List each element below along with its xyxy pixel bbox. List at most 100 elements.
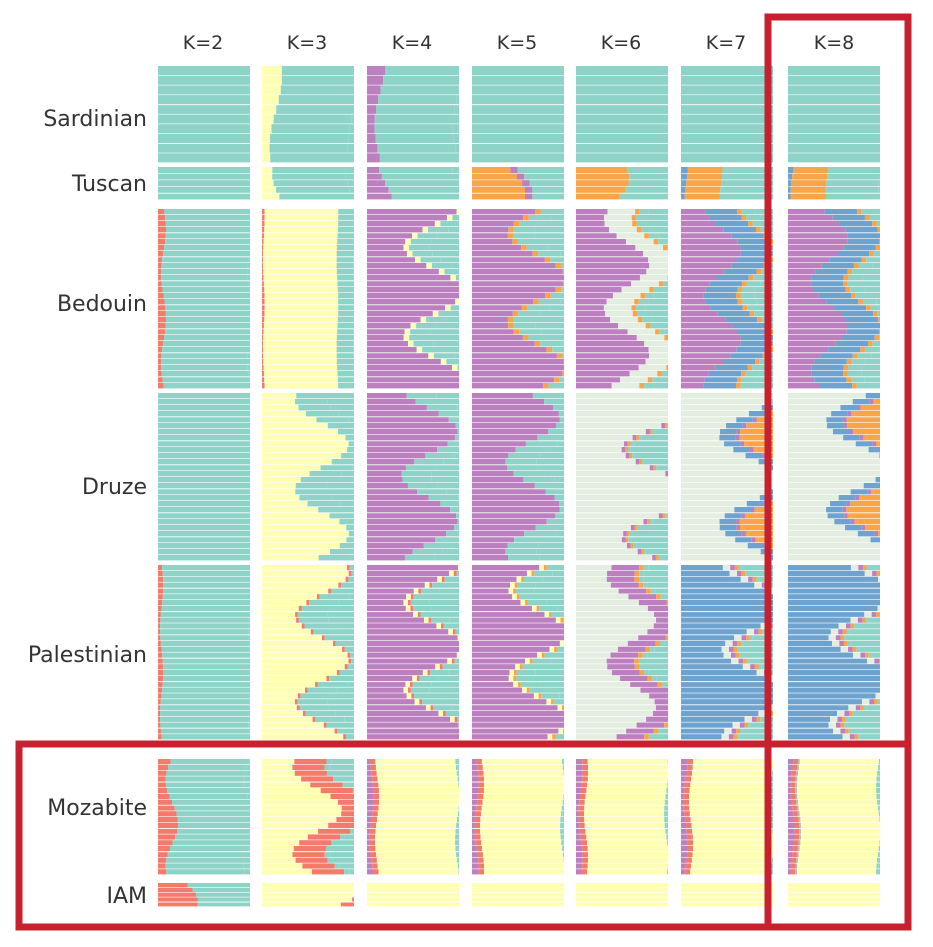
ancestry-segment-orange [531,570,535,577]
ancestry-segment-teal [854,623,858,629]
ancestry-segment-teal [527,305,550,311]
ancestry-segment-teal [378,95,457,105]
ancestry-segment-teal [245,788,250,794]
ancestry-segment-orange [846,417,850,423]
ancestry-segment-teal [297,699,328,705]
ancestry-segment-yellow [689,799,770,805]
ancestry-segment-purple [367,347,417,353]
ancestry-segment-pale [788,411,832,417]
ancestry-segment-orange [873,489,880,495]
ancestry-segment-salmon [581,840,588,846]
ancestry-segment-yellow [520,600,526,606]
ancestry-segment-salmon [158,359,162,365]
ancestry-segment-orange [770,543,773,549]
ancestry-segment-yellow [423,617,429,623]
ancestry-segment-teal [631,537,668,543]
ancestry-segment-teal [299,705,329,711]
ancestry-segment-teal [455,764,458,770]
ancestry-segment-teal [455,840,457,846]
ancestry-segment-purple [751,716,757,722]
ancestry-segment-purple [730,565,735,571]
ancestry-segment-salmon [158,892,197,897]
ancestry-segment-yellow [681,887,773,892]
ancestry-segment-teal [516,670,536,676]
ancestry-segment-salmon [582,764,589,770]
ancestry-segment-teal [333,776,338,782]
ancestry-segment-salmon [408,687,411,693]
ancestry-segment-blue [840,405,858,411]
ancestry-segment-teal [158,435,250,441]
ancestry-segment-teal [176,811,250,817]
ancestry-segment-purple [367,447,438,453]
ancestry-segment-pale [788,537,871,543]
ancestry-segment-teal [861,365,880,371]
ancestry-segment-salmon [158,605,162,612]
ancestry-segment-teal [296,393,329,399]
ancestry-segment-purple [472,441,526,447]
ancestry-segment-purple [472,245,522,251]
ancestry-segment-pale [631,281,659,287]
ancestry-segment-orange [845,728,849,734]
ancestry-segment-salmon [790,776,796,782]
ancestry-segment-teal [338,209,354,215]
ancestry-segment-teal [472,124,564,134]
ancestry-segment-teal [646,311,668,317]
ancestry-segment-orange [875,399,880,405]
ancestry-segment-salmon [307,834,341,840]
ancestry-segment-teal [244,770,250,776]
ancestry-segment-yellow [262,399,296,405]
ancestry-segment-salmon [336,817,354,823]
ancestry-segment-teal [653,734,668,740]
ancestry-segment-teal [866,269,880,275]
ancestry-segment-blue [832,215,865,221]
ancestry-segment-yellow [403,245,410,251]
ancestry-segment-blue [788,180,792,187]
ancestry-segment-pale [788,525,846,531]
ancestry-segment-pale [788,453,880,459]
ancestry-segment-teal [331,759,354,765]
ancestry-segment-yellow [692,764,773,770]
ancestry-segment-teal [666,805,668,811]
ancestry-segment-salmon [294,759,327,765]
ancestry-segment-orange [507,317,514,323]
ancestry-segment-purple [367,317,421,323]
ancestry-segment-teal [438,411,459,417]
ancestry-segment-teal [272,167,346,173]
ancestry-segment-orange [865,652,869,658]
ancestry-segment-yellow [262,477,301,483]
ancestry-segment-blue [725,531,742,537]
ancestry-segment-teal [248,759,250,765]
ancestry-segment-teal [161,646,250,652]
ancestry-segment-pale [681,435,720,441]
ancestry-segment-yellow [472,892,564,897]
ancestry-segment-purple [367,483,408,489]
ancestry-segment-purple [649,693,668,699]
ancestry-segment-pale [576,531,624,537]
ancestry-segment-teal [379,167,453,173]
ancestry-segment-teal [457,519,459,525]
ancestry-segment-teal [681,114,773,124]
ancestry-segment-orange [529,658,533,664]
ancestry-segment-yellow [262,728,335,734]
ancestry-segment-salmon [684,782,691,788]
ancestry-segment-orange [742,525,773,531]
ancestry-segment-teal [648,299,668,305]
ancestry-segment-pale [576,417,668,423]
ancestry-segment-salmon [683,793,690,799]
ancestry-segment-purple [472,453,509,459]
ancestry-segment-teal [576,133,668,143]
ancestry-segment-salmon [158,664,164,670]
ancestry-segment-teal [848,365,862,371]
ancestry-segment-purple [732,640,738,647]
ancestry-segment-yellow [472,883,564,888]
ancestry-segment-teal [457,759,459,765]
ancestry-segment-salmon [372,811,378,817]
ancestry-segment-yellow [262,629,311,635]
ancestry-segment-teal [158,531,250,537]
ancestry-segment-teal [546,519,564,525]
ancestry-segment-purple [472,822,475,828]
ancestry-segment-purple [576,305,604,311]
ancestry-segment-teal [576,66,668,76]
ancestry-segment-purple [367,471,402,477]
ancestry-segment-salmon [302,710,306,717]
